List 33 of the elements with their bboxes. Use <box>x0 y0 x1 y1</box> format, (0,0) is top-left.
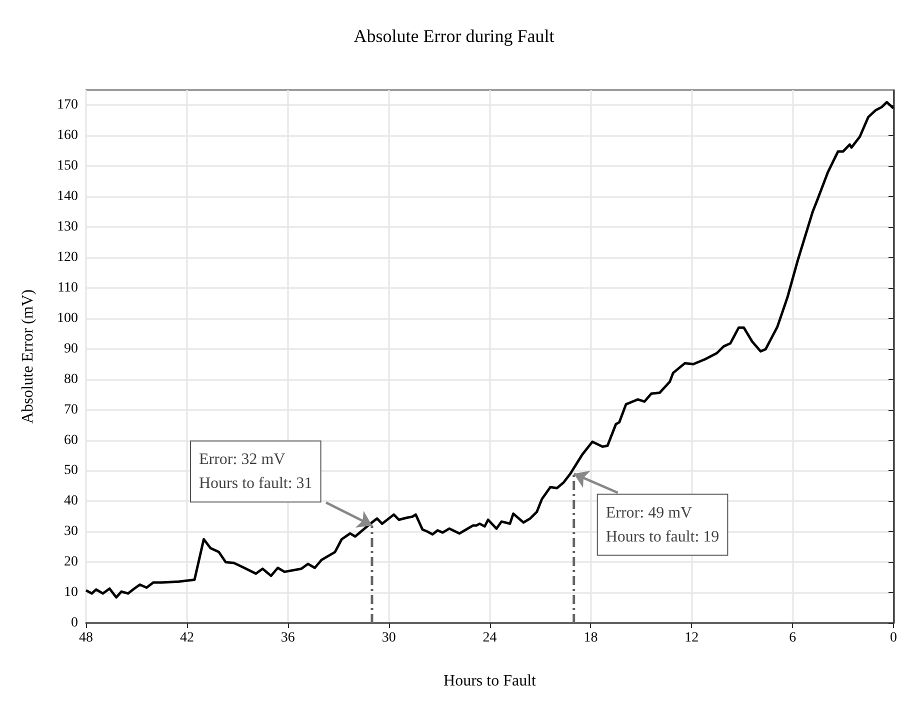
y-tick-label: 40 <box>64 494 78 509</box>
x-tick-label: 18 <box>584 630 598 646</box>
y-tick-label: 110 <box>58 280 78 296</box>
chart-title: Absolute Error during Fault <box>354 26 554 46</box>
y-tick-label: 30 <box>64 524 78 540</box>
x-tick-label: 6 <box>789 630 796 646</box>
x-tick-label: 12 <box>684 630 699 646</box>
x-tick-label: 42 <box>180 630 194 646</box>
y-tick-label: 100 <box>57 310 78 326</box>
y-tick-label: 50 <box>64 463 78 478</box>
y-tick-label: 120 <box>57 250 78 266</box>
annotation: Error: 49 mV Hours to fault: 19 <box>606 504 720 546</box>
y-tick-label: 130 <box>57 220 78 235</box>
line-series <box>84 100 895 599</box>
y-tick-label: 140 <box>57 189 78 204</box>
y-tick-label: 90 <box>64 341 78 356</box>
y-tick-label: 80 <box>64 372 78 387</box>
x-tick-label: 30 <box>382 630 396 646</box>
x-tick-label: 48 <box>79 630 93 646</box>
y-tick-label: 60 <box>64 432 78 448</box>
y-tick-label: 10 <box>64 585 78 600</box>
y-tick-label: 0 <box>71 616 78 630</box>
x-tick-label: 36 <box>280 630 295 646</box>
x-tick-label: 0 <box>890 630 897 646</box>
annotation: Error: 32 mV Hours to fault: 31 <box>198 451 312 492</box>
y-tick-label: 70 <box>64 402 78 418</box>
y-tick-label: 160 <box>57 128 78 144</box>
y-tick-label: 170 <box>57 98 78 113</box>
y-tick-label: 150 <box>57 158 78 174</box>
x-axis-title: Hours to Fault <box>444 672 537 690</box>
y-tick-label: 20 <box>64 554 78 570</box>
x-tick-label: 24 <box>482 630 497 646</box>
y-axis-title: Absolute Error (mV) <box>20 289 36 424</box>
